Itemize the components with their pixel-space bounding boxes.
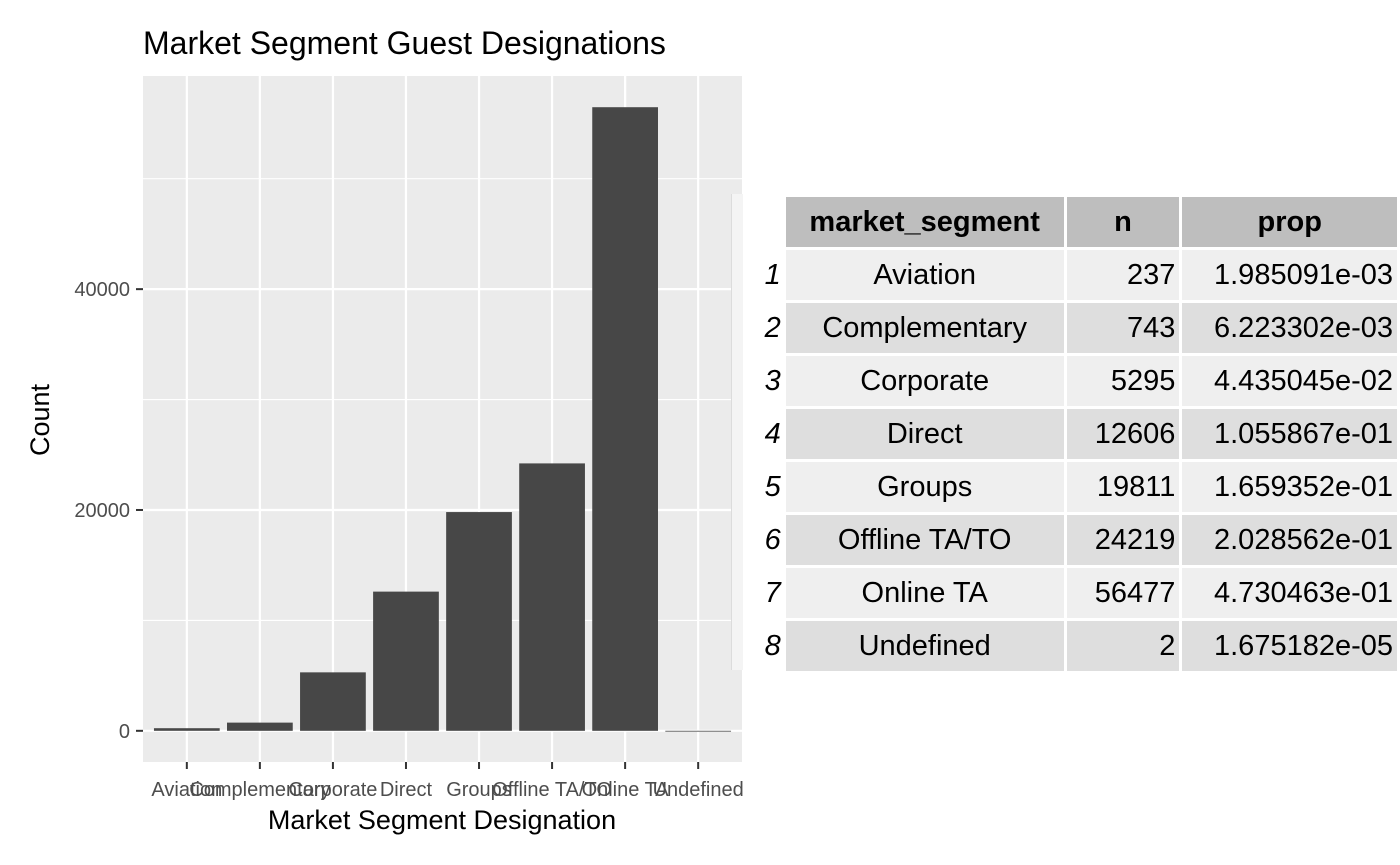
table-backdrop-strip (731, 194, 743, 670)
bar (373, 591, 439, 731)
chart-title: Market Segment Guest Designations (143, 25, 666, 61)
bar (153, 728, 220, 731)
bar (300, 672, 366, 731)
row-index: 2 (764, 311, 781, 344)
count-cell: 5295 (1066, 356, 1180, 406)
table-row: 4 Direct 12606 1.055867e-01 (755, 409, 1397, 459)
x-tick-label: Aviation (151, 779, 222, 801)
prop-cell: 4.730463e-01 (1182, 568, 1397, 618)
prop-cell: 1.055867e-01 (1182, 409, 1397, 459)
table-row: 2 Complementary 743 6.223302e-03 (755, 303, 1397, 353)
row-index: 8 (764, 629, 781, 662)
bars (153, 107, 732, 732)
axes: 0 20000 40000 AviationComplementaryCorporat… (74, 279, 743, 801)
bar (592, 107, 658, 731)
row-index: 3 (764, 364, 781, 397)
prop-cell: 4.435045e-02 (1182, 356, 1397, 406)
x-tick-label: Direct (380, 779, 433, 801)
data-table: market_segment n prop 1 Aviation 237 1.9… (752, 194, 1400, 674)
count-cell: 743 (1066, 303, 1180, 353)
segment-cell: Groups (785, 462, 1064, 512)
header-prop: prop (1182, 197, 1397, 247)
bar (519, 463, 585, 731)
header-market-segment: market_segment (785, 197, 1064, 247)
y-tick-label: 20000 (74, 500, 130, 522)
row-index: 6 (764, 523, 781, 556)
table-row: 8 Undefined 2 1.675182e-05 (755, 621, 1397, 671)
prop-cell: 2.028562e-01 (1182, 515, 1397, 565)
bar (665, 730, 732, 732)
x-tick-label: Online TA (582, 779, 670, 801)
y-tick-label: 0 (119, 721, 130, 743)
prop-cell: 1.675182e-05 (1182, 621, 1397, 671)
segment-cell: Corporate (785, 356, 1064, 406)
count-cell: 24219 (1066, 515, 1180, 565)
table-row: 3 Corporate 5295 4.435045e-02 (755, 356, 1397, 406)
row-index: 7 (764, 576, 781, 609)
x-tick-label: Corporate (288, 779, 377, 801)
table-row: 1 Aviation 237 1.985091e-03 (755, 250, 1397, 300)
x-tick-label: Offline TA/TO (492, 779, 612, 801)
x-tick-label: Undefined (653, 779, 744, 801)
segment-cell: Online TA (785, 568, 1064, 618)
segment-cell: Aviation (785, 250, 1064, 300)
segment-cell: Direct (785, 409, 1064, 459)
table-row: 5 Groups 19811 1.659352e-01 (755, 462, 1397, 512)
row-index: 5 (764, 470, 781, 503)
segment-cell: Offline TA/TO (785, 515, 1064, 565)
y-tick-label: 40000 (74, 279, 130, 301)
header-n: n (1066, 197, 1180, 247)
x-tick-label: Groups (446, 779, 512, 801)
x-axis-title: Market Segment Designation (268, 805, 616, 835)
x-tick-label: Complementary (189, 779, 330, 801)
count-cell: 19811 (1066, 462, 1180, 512)
bar (446, 512, 512, 731)
prop-cell: 6.223302e-03 (1182, 303, 1397, 353)
prop-cell: 1.659352e-01 (1182, 462, 1397, 512)
prop-cell: 1.985091e-03 (1182, 250, 1397, 300)
bar (227, 722, 293, 731)
table-row: 6 Offline TA/TO 24219 2.028562e-01 (755, 515, 1397, 565)
table-row: 7 Online TA 56477 4.730463e-01 (755, 568, 1397, 618)
count-cell: 2 (1066, 621, 1180, 671)
y-axis-title: Count (25, 383, 55, 456)
count-cell: 56477 (1066, 568, 1180, 618)
segment-cell: Complementary (785, 303, 1064, 353)
row-index: 4 (764, 417, 781, 450)
count-cell: 12606 (1066, 409, 1180, 459)
count-cell: 237 (1066, 250, 1180, 300)
row-index-header (755, 197, 783, 247)
segment-cell: Undefined (785, 621, 1064, 671)
table-header-row: market_segment n prop (755, 197, 1397, 247)
row-index: 1 (764, 258, 781, 291)
